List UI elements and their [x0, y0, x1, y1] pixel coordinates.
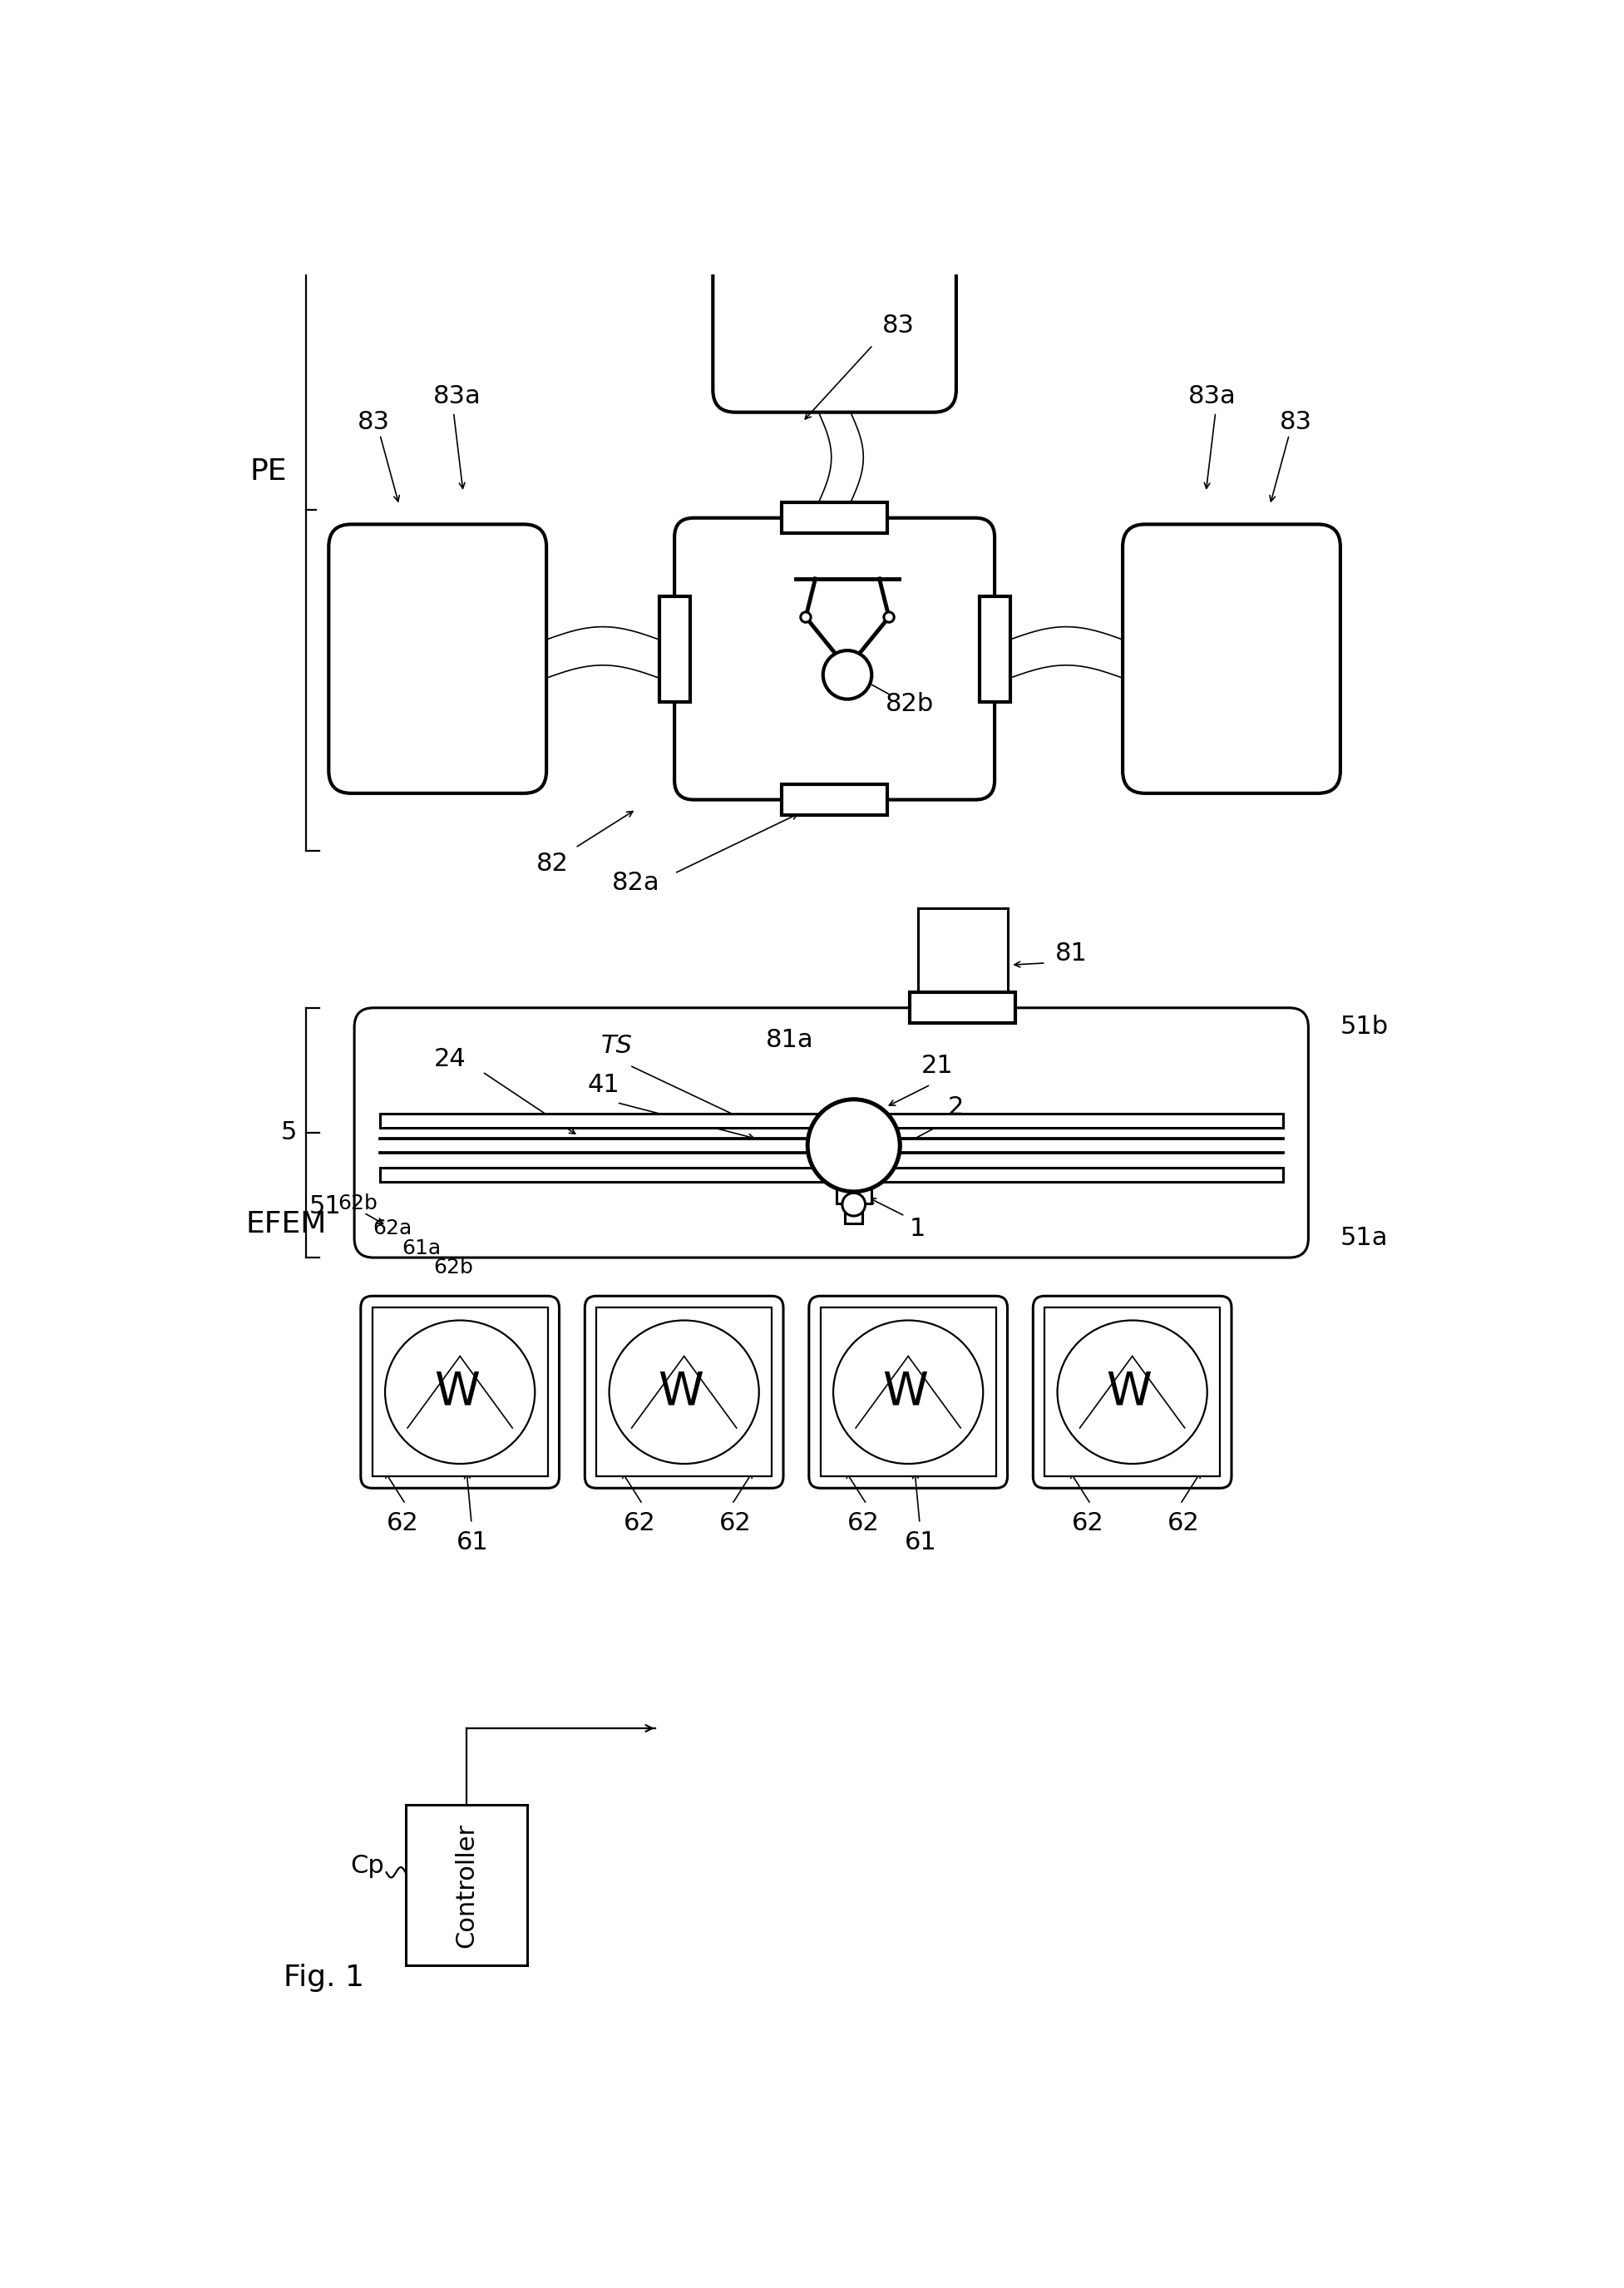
Text: 82b: 82b — [885, 691, 934, 716]
Text: W: W — [434, 1371, 479, 1414]
Text: 83: 83 — [882, 313, 914, 339]
Text: W: W — [1106, 1371, 1151, 1414]
Text: 5: 5 — [281, 1121, 297, 1144]
Bar — [781, 503, 887, 533]
FancyBboxPatch shape — [354, 1007, 1309, 1258]
Text: 2: 2 — [948, 1096, 965, 1119]
Text: 62: 62 — [1168, 1512, 1200, 1535]
Text: 83: 83 — [1280, 410, 1312, 435]
Text: 1: 1 — [909, 1217, 926, 1240]
Bar — [909, 993, 1015, 1023]
Text: 62: 62 — [624, 1512, 656, 1535]
Text: 62b: 62b — [434, 1256, 474, 1277]
Text: 82: 82 — [536, 851, 568, 876]
Ellipse shape — [609, 1320, 758, 1464]
Text: 82a: 82a — [612, 872, 659, 895]
Text: 61: 61 — [905, 1531, 937, 1554]
Bar — [380, 1114, 1283, 1128]
Text: 62: 62 — [387, 1512, 419, 1535]
Circle shape — [883, 613, 895, 622]
Circle shape — [843, 1192, 866, 1215]
Ellipse shape — [385, 1320, 534, 1464]
Bar — [918, 908, 1007, 1007]
FancyBboxPatch shape — [361, 1295, 559, 1487]
Bar — [380, 1167, 1283, 1183]
Circle shape — [801, 613, 810, 622]
Text: 83a: 83a — [432, 384, 481, 407]
FancyBboxPatch shape — [809, 1295, 1007, 1487]
Text: 41: 41 — [588, 1073, 620, 1096]
Text: 21: 21 — [921, 1052, 953, 1078]
Ellipse shape — [1057, 1320, 1207, 1464]
Bar — [1044, 1306, 1220, 1476]
Text: 24: 24 — [434, 1048, 466, 1071]
Text: 81: 81 — [1056, 940, 1088, 966]
Text: 61a: 61a — [403, 1238, 442, 1258]
FancyBboxPatch shape — [1033, 1295, 1231, 1487]
Text: Fig. 1: Fig. 1 — [284, 1963, 364, 1993]
Text: 62: 62 — [719, 1512, 752, 1535]
Circle shape — [807, 1101, 900, 1192]
Text: 51: 51 — [309, 1194, 341, 1220]
Bar — [836, 1185, 872, 1203]
Bar — [596, 1306, 771, 1476]
Text: W: W — [882, 1371, 927, 1414]
Text: 62: 62 — [1072, 1512, 1104, 1535]
Text: EFEM: EFEM — [245, 1210, 326, 1238]
Ellipse shape — [833, 1320, 983, 1464]
Text: Controller: Controller — [455, 1824, 479, 1947]
FancyBboxPatch shape — [713, 188, 957, 412]
Bar — [380, 1139, 1283, 1153]
FancyBboxPatch shape — [585, 1295, 783, 1487]
Text: 62a: 62a — [374, 1220, 412, 1238]
Text: TS: TS — [601, 1034, 633, 1059]
Text: PE: PE — [250, 458, 287, 485]
Bar — [659, 597, 690, 702]
Text: 81a: 81a — [767, 1027, 814, 1052]
Text: 83a: 83a — [1189, 384, 1236, 407]
Text: 61: 61 — [456, 1531, 489, 1554]
Text: 51b: 51b — [1340, 1016, 1389, 1039]
Text: Cp: Cp — [351, 1853, 383, 1878]
Text: 62b: 62b — [338, 1192, 377, 1213]
Bar — [820, 1306, 996, 1476]
Circle shape — [807, 1101, 900, 1192]
Text: W: W — [658, 1371, 703, 1414]
Text: 62: 62 — [848, 1512, 880, 1535]
Bar — [979, 597, 1010, 702]
FancyBboxPatch shape — [328, 524, 546, 794]
Text: 51a: 51a — [1340, 1226, 1389, 1252]
Bar — [406, 1805, 528, 1965]
Bar — [781, 785, 887, 815]
Bar — [372, 1306, 547, 1476]
Bar — [844, 1185, 862, 1224]
Circle shape — [823, 650, 872, 700]
Text: 83: 83 — [357, 410, 390, 435]
FancyBboxPatch shape — [674, 517, 994, 801]
FancyBboxPatch shape — [1122, 524, 1340, 794]
